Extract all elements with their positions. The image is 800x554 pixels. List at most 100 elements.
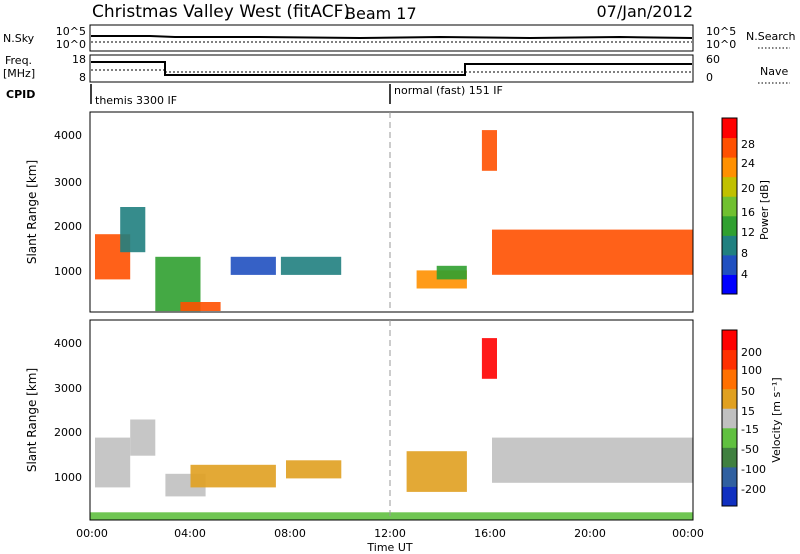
velocity-ylabel: Slant Range [km] <box>25 368 39 472</box>
velocity-cbar-tick-neg100: -100 <box>741 463 766 476</box>
power-colorbar-swatch <box>722 235 737 256</box>
nave-tick-low: 0 <box>706 71 713 84</box>
nave-tick-high: 60 <box>706 53 720 66</box>
velocity-colorbar-swatch <box>722 388 737 409</box>
velocity-echo-region <box>95 437 131 488</box>
power-colorbar-swatch <box>722 157 737 178</box>
velocity-frame <box>89 319 694 521</box>
velocity-echo-region <box>90 512 693 520</box>
power-colorbar-swatch <box>722 118 737 139</box>
power-colorbar-frame <box>721 117 738 295</box>
power-echo-region <box>230 256 276 275</box>
power-echo-region <box>492 229 693 275</box>
power-panel <box>89 111 694 313</box>
xtick-0800: 08:00 <box>274 527 306 540</box>
power-echo-region <box>280 256 342 275</box>
freq-tick-low: 8 <box>79 71 86 84</box>
velocity-ytick-1000: 1000 <box>54 471 82 484</box>
cpid-segment-1: themis 3300 IF <box>95 94 177 107</box>
power-ytick-1000: 1000 <box>54 265 82 278</box>
velocity-panel <box>89 319 694 521</box>
xtick-2000: 20:00 <box>574 527 606 540</box>
power-cbar-tick-8: 8 <box>741 247 748 260</box>
power-ytick-2000: 2000 <box>54 220 82 233</box>
velocity-colorbar-swatch <box>722 466 737 487</box>
power-colorbar-swatch <box>722 215 737 236</box>
xtick-0400: 04:00 <box>174 527 206 540</box>
velocity-echo-region <box>130 419 156 456</box>
power-colorbar <box>722 118 737 295</box>
nsky-tick-low: 10^0 <box>56 38 86 51</box>
velocity-colorbar-swatch <box>722 427 737 448</box>
freq-tick-high: 18 <box>72 53 86 66</box>
power-colorbar-swatch <box>722 176 737 197</box>
power-colorbar-swatch <box>722 196 737 217</box>
velocity-echo-region <box>481 338 497 379</box>
power-ylabel: Slant Range [km] <box>25 160 39 264</box>
freq-trace <box>91 61 692 76</box>
nsky-trace <box>91 35 693 40</box>
velocity-ytick-2000: 2000 <box>54 426 82 439</box>
power-echo-region <box>481 130 497 171</box>
nsearch-label: N.Search <box>746 30 796 43</box>
cpid-label: CPID <box>6 88 35 101</box>
power-cbar-tick-12: 12 <box>741 226 755 239</box>
power-cbar-label: Power [dB] <box>758 180 771 240</box>
x-axis-label: Time UT <box>366 541 412 554</box>
power-echo-region <box>120 207 146 253</box>
station-title: Christmas Valley West (fitACF) <box>92 2 350 22</box>
power-cbar-tick-4: 4 <box>741 268 748 281</box>
velocity-echo-region <box>406 451 467 492</box>
nsky-panel <box>89 24 694 52</box>
velocity-colorbar-swatch <box>722 486 737 507</box>
power-frame <box>89 111 694 313</box>
velocity-cells <box>90 338 693 520</box>
power-cbar-tick-20: 20 <box>741 182 755 195</box>
velocity-cbar-tick-neg200: -200 <box>741 483 766 496</box>
velocity-colorbar-swatch <box>722 447 737 468</box>
power-cells <box>95 130 693 312</box>
nsearch-tick-high: 10^5 <box>706 25 736 38</box>
velocity-colorbar-swatch <box>722 349 737 370</box>
power-echo-region <box>436 265 467 280</box>
power-cbar-tick-24: 24 <box>741 157 755 170</box>
xtick-0000-end: 00:00 <box>672 527 704 540</box>
velocity-colorbar <box>722 330 737 507</box>
velocity-ytick-4000: 4000 <box>54 337 82 350</box>
power-cbar-tick-16: 16 <box>741 206 755 219</box>
velocity-cbar-tick-neg50: -50 <box>741 443 759 456</box>
power-colorbar-swatch <box>722 274 737 295</box>
freq-label: Freq. <box>5 54 32 67</box>
velocity-colorbar-swatch <box>722 408 737 429</box>
xtick-0000-start: 00:00 <box>76 527 108 540</box>
freq-unit-label: [MHz] <box>3 67 35 80</box>
velocity-colorbar-swatch <box>722 330 737 351</box>
nave-label: Nave <box>760 65 788 78</box>
power-ytick-3000: 3000 <box>54 176 82 189</box>
power-cbar-tick-28: 28 <box>741 138 755 151</box>
velocity-cbar-label: Velocity [m s⁻¹] <box>770 377 783 462</box>
velocity-echo-region <box>190 464 276 488</box>
nsky-label: N.Sky <box>3 32 35 45</box>
power-ytick-4000: 4000 <box>54 129 82 142</box>
xtick-1200: 12:00 <box>374 527 406 540</box>
velocity-colorbar-swatch <box>722 369 737 390</box>
beam-label: Beam 17 <box>345 4 417 23</box>
power-colorbar-swatch <box>722 137 737 158</box>
velocity-cbar-tick-50: 50 <box>741 385 755 398</box>
nsearch-tick-low: 10^0 <box>706 38 736 51</box>
cpid-segment-2: normal (fast) 151 IF <box>394 84 503 97</box>
power-colorbar-swatch <box>722 254 737 275</box>
nave-trace <box>91 69 692 73</box>
velocity-cbar-tick-200: 200 <box>741 346 762 359</box>
velocity-cbar-tick-100: 100 <box>741 364 762 377</box>
velocity-cbar-tick-15: 15 <box>741 405 755 418</box>
xtick-1600: 16:00 <box>474 527 506 540</box>
velocity-colorbar-frame <box>721 329 738 507</box>
date-label: 07/Jan/2012 <box>596 2 693 21</box>
nsky-tick-high: 10^5 <box>56 25 86 38</box>
velocity-ytick-3000: 3000 <box>54 382 82 395</box>
power-echo-region <box>180 302 221 311</box>
velocity-cbar-tick-neg15: -15 <box>741 423 759 436</box>
